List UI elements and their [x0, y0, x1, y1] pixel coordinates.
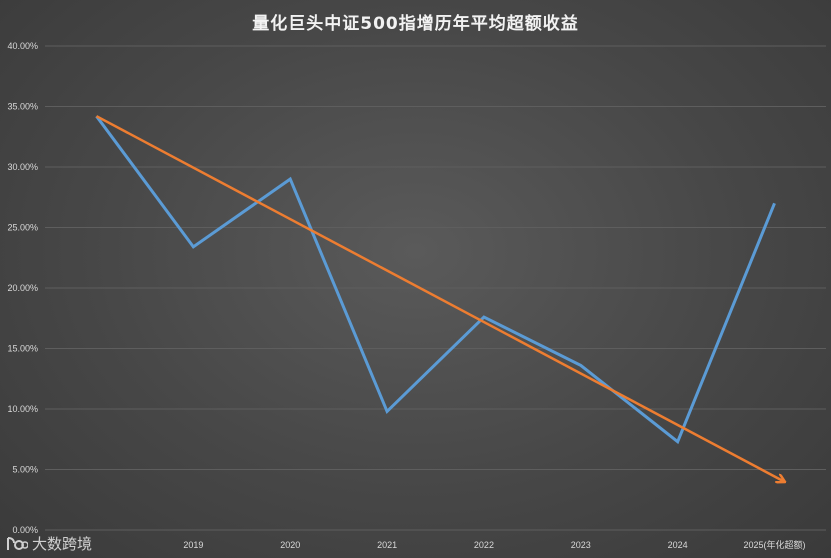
- x-tick-label: 2023: [571, 540, 591, 550]
- trend-arrow-line: [95, 115, 785, 481]
- y-tick-label: 5.00%: [12, 465, 38, 475]
- x-tick-label: 2022: [474, 540, 494, 550]
- x-tick-label: 2019: [183, 540, 203, 550]
- series-lines: [95, 115, 776, 445]
- y-tick-label: 20.00%: [7, 283, 38, 293]
- x-tick-label: 2024: [668, 540, 688, 550]
- y-tick-label: 15.00%: [7, 344, 38, 354]
- brand-logo-icon: [6, 535, 29, 553]
- trend-arrow: [95, 115, 785, 481]
- y-tick-label: 0.00%: [12, 525, 38, 535]
- y-tick-label: 40.00%: [7, 41, 38, 51]
- y-tick-label: 30.00%: [7, 162, 38, 172]
- x-tick-label: 2025(年化超额): [744, 539, 806, 550]
- y-tick-label: 35.00%: [7, 102, 38, 112]
- watermark: 大数跨境: [6, 533, 92, 554]
- series-line: [95, 115, 776, 445]
- gridlines: [45, 45, 826, 531]
- x-axis-ticks: 2019 2020 2021 2022 2023 2024 2025(年化超额): [183, 539, 805, 550]
- y-axis-ticks: 0.00% 5.00% 10.00% 15.00% 20.00% 25.00% 30.00%…: [7, 41, 38, 535]
- y-tick-label: 25.00%: [7, 223, 38, 233]
- x-tick-label: 2021: [377, 540, 397, 550]
- chart-title: 量化巨头中证500指增历年平均超额收益: [252, 14, 579, 34]
- watermark-text: 大数跨境: [32, 535, 93, 553]
- y-tick-label: 10.00%: [7, 404, 38, 414]
- x-tick-label: 2020: [280, 540, 300, 550]
